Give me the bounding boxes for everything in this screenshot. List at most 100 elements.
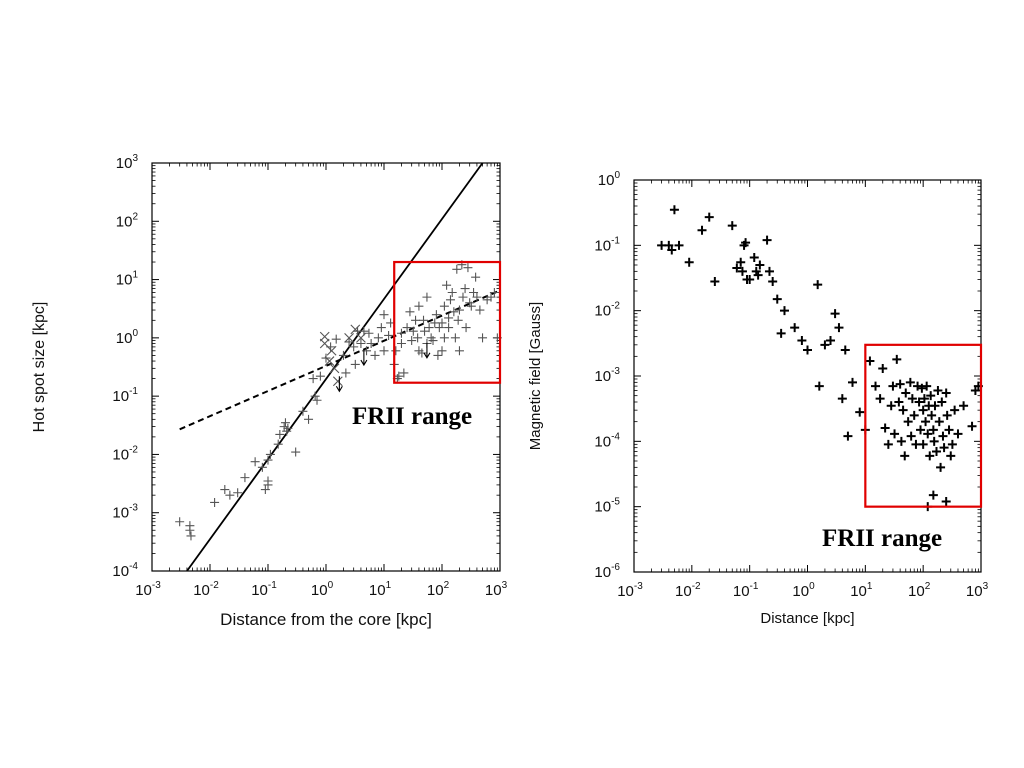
frii-range-box xyxy=(393,260,502,384)
data-point xyxy=(953,429,963,439)
data-point xyxy=(422,292,432,302)
data-point xyxy=(408,326,418,336)
data-point xyxy=(461,323,471,333)
data-point xyxy=(667,245,677,255)
data-point xyxy=(478,333,488,343)
data-point xyxy=(439,333,449,343)
data-point xyxy=(918,405,928,415)
data-point xyxy=(669,205,679,215)
data-point xyxy=(918,439,928,449)
data-point xyxy=(880,423,890,433)
data-point xyxy=(937,397,947,407)
data-point xyxy=(445,295,455,305)
data-point xyxy=(233,488,243,498)
data-point xyxy=(886,401,896,411)
data-point xyxy=(437,346,447,356)
series-upper-limit-arrow xyxy=(335,342,431,393)
data-point xyxy=(391,346,401,356)
data-point xyxy=(370,350,380,360)
data-point xyxy=(745,274,755,284)
data-point xyxy=(936,462,946,472)
data-point xyxy=(923,429,933,439)
data-point xyxy=(396,339,406,349)
data-point xyxy=(434,323,444,333)
x-tick-label: 10-3 xyxy=(617,581,643,600)
data-point xyxy=(928,490,938,500)
data-point xyxy=(431,310,441,320)
data-point xyxy=(373,333,383,343)
data-point xyxy=(894,397,904,407)
frii-range-label: FRII range xyxy=(822,525,942,552)
data-point xyxy=(329,363,340,374)
data-point xyxy=(454,305,464,315)
data-point xyxy=(469,288,479,298)
data-point xyxy=(901,388,911,398)
x-tick-label: 102 xyxy=(427,580,450,599)
data-point xyxy=(439,301,449,311)
data-point xyxy=(834,323,844,333)
x-tick-label: 101 xyxy=(369,580,392,599)
data-point xyxy=(471,272,481,282)
data-point xyxy=(324,356,335,366)
data-point xyxy=(344,337,354,347)
data-point xyxy=(813,280,823,290)
y-axis-label: Magnetic field [Gauss] xyxy=(527,302,544,450)
data-point xyxy=(350,359,360,369)
data-point xyxy=(697,225,707,235)
data-point xyxy=(922,381,932,391)
data-point xyxy=(892,354,902,364)
data-point xyxy=(906,431,916,441)
data-point xyxy=(379,346,389,356)
upper-limit-arrow xyxy=(360,350,368,367)
data-point xyxy=(890,429,900,439)
data-point xyxy=(931,446,941,456)
y-tick-label: 10-1 xyxy=(112,386,138,405)
data-point xyxy=(947,439,957,449)
data-point xyxy=(225,490,235,500)
data-point xyxy=(341,368,351,378)
data-point xyxy=(263,476,273,486)
data-point xyxy=(405,307,415,317)
data-point xyxy=(914,397,924,407)
data-point xyxy=(338,350,348,360)
chart-magnetic-field: 10-3 10-2 10-1 100 101 102 103 10-6 10-5 10-4 10-3… xyxy=(527,170,989,627)
data-point xyxy=(950,405,960,415)
data-point xyxy=(384,330,394,340)
series-plus xyxy=(175,260,502,541)
data-point xyxy=(749,253,759,263)
y-tick-label: 10-5 xyxy=(594,497,620,516)
data-point xyxy=(768,276,778,286)
data-point xyxy=(315,371,325,381)
y-tick-label: 100 xyxy=(598,170,621,189)
y-tick-label: 10-2 xyxy=(594,301,620,320)
y-tick-label: 101 xyxy=(116,270,139,289)
x-tick-label: 102 xyxy=(908,581,931,600)
data-point xyxy=(310,391,320,401)
data-point xyxy=(837,394,847,404)
data-point xyxy=(803,345,812,355)
data-point xyxy=(753,270,763,280)
data-point xyxy=(364,328,374,338)
data-point xyxy=(926,391,936,401)
axis-ticks xyxy=(633,179,982,573)
data-point xyxy=(903,417,913,427)
data-point xyxy=(379,310,389,320)
data-point xyxy=(396,328,406,338)
data-point xyxy=(967,421,977,431)
data-point xyxy=(419,315,429,325)
data-point xyxy=(186,531,196,541)
data-point xyxy=(921,417,931,427)
data-point xyxy=(399,368,409,378)
data-point xyxy=(356,332,366,343)
data-point xyxy=(741,238,751,248)
x-tick-label: 10-2 xyxy=(675,581,701,600)
plot-frame xyxy=(633,179,982,573)
data-point xyxy=(898,405,908,415)
data-point xyxy=(826,335,836,345)
data-point xyxy=(929,436,939,446)
data-point xyxy=(797,335,807,345)
data-point xyxy=(452,264,462,274)
data-point xyxy=(905,377,915,387)
data-point xyxy=(210,497,220,507)
data-point xyxy=(279,422,289,432)
